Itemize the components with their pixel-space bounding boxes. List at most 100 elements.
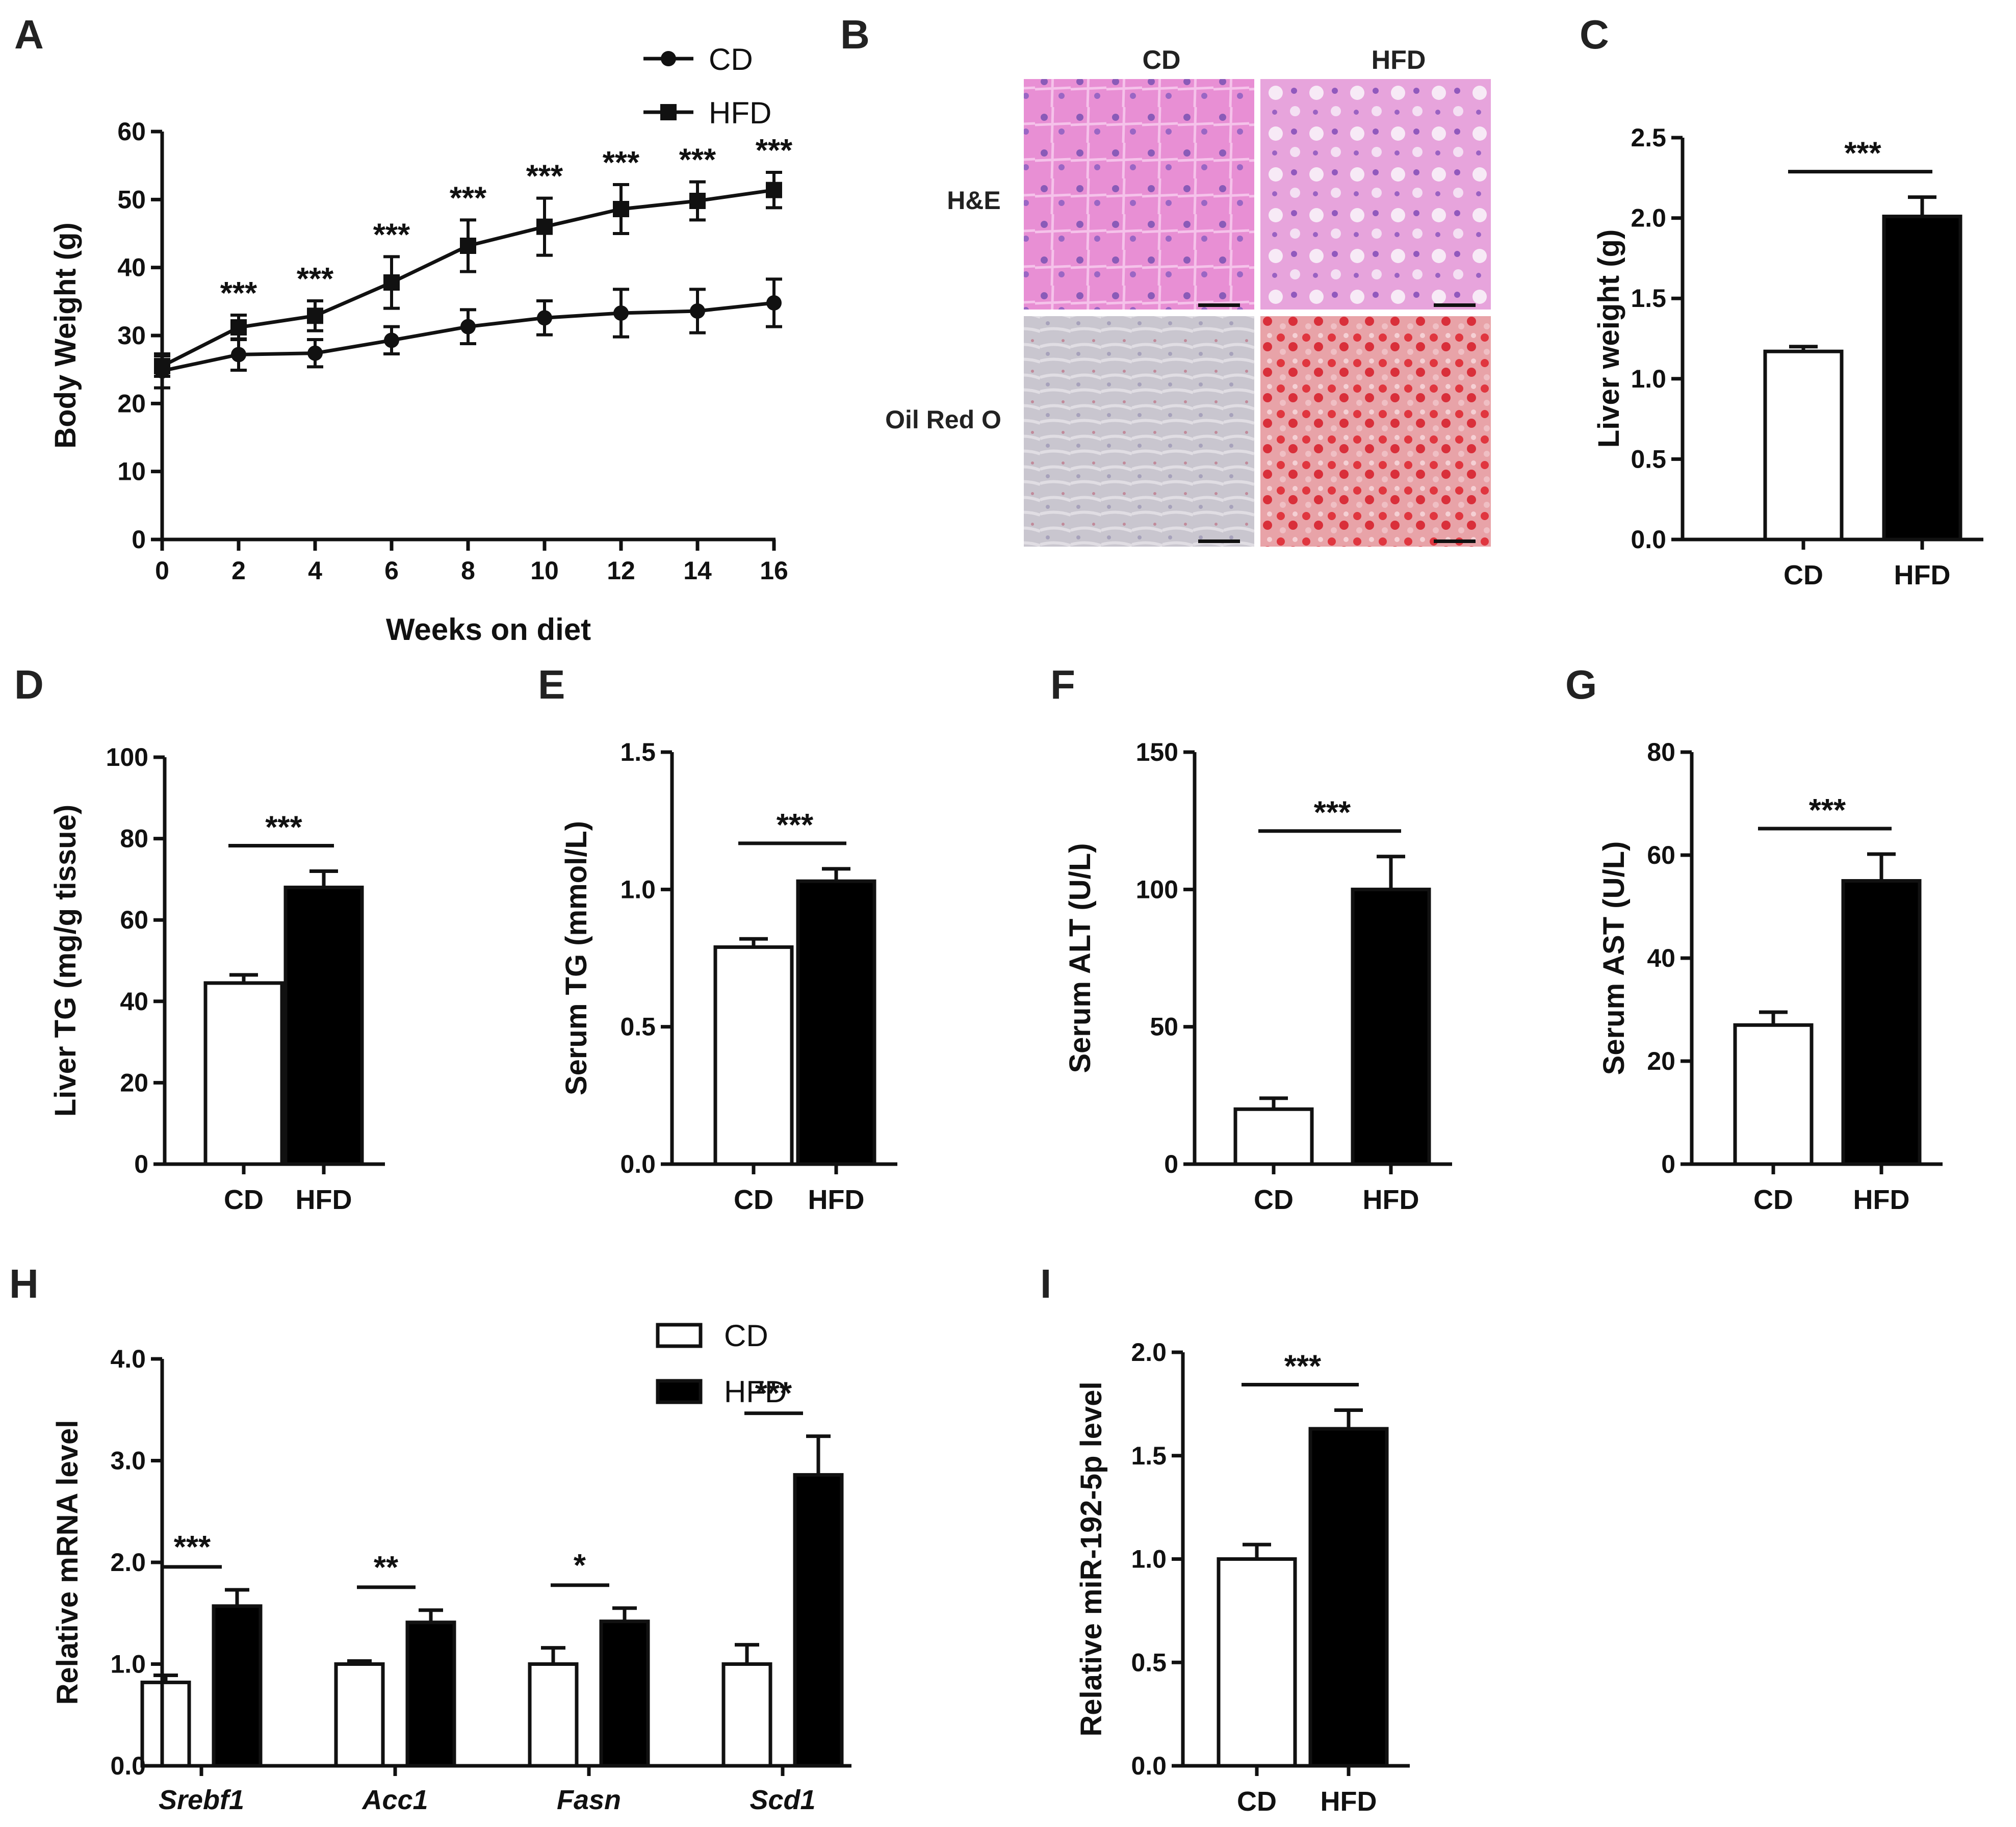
significance-label: *** [756, 133, 793, 168]
y-tick-label: 1.0 [1631, 365, 1666, 393]
significance-label: *** [373, 217, 410, 252]
significance-label: *** [450, 181, 487, 216]
panel-letter-b: B [840, 12, 870, 57]
y-tick-label: 2.0 [1631, 204, 1666, 233]
legend-label: CD [724, 1319, 768, 1353]
x-tick-label: CD [1753, 1185, 1793, 1215]
x-tick-label: 0 [155, 556, 169, 585]
y-tick-label: 20 [1647, 1047, 1675, 1075]
x-tick-label: Acc1 [361, 1785, 428, 1815]
y-tick-label: 40 [120, 987, 148, 1016]
y-axis-title: Body Weight (g) [49, 222, 82, 449]
histology-column-hfd: HFD [1372, 45, 1426, 75]
data-point [537, 310, 552, 326]
panel-c-chart: CD HFD *** [1681, 136, 1983, 590]
x-tick-label: CD [224, 1185, 264, 1215]
y-tick-label: 10 [117, 457, 146, 486]
y-tick-label: 1.5 [1131, 1442, 1167, 1470]
significance-label: *** [755, 1376, 792, 1411]
x-tick-label: Scd1 [749, 1785, 815, 1815]
x-tick-label: 8 [461, 556, 475, 585]
x-tick-label: 10 [530, 556, 559, 585]
histology-row-oil-red-o: Oil Red O [885, 405, 1001, 434]
scale-bar-oro-hfd [1434, 539, 1476, 543]
y-tick-label: 2.0 [1131, 1338, 1167, 1367]
y-tick-label: 0 [1164, 1150, 1178, 1178]
x-tick-label: 12 [607, 556, 635, 585]
x-tick-label: 2 [231, 556, 246, 585]
panel-d-chart: CD HFD *** [163, 810, 385, 1215]
y-tick-label: 0.5 [1631, 445, 1666, 473]
x-tick-label: CD [1254, 1185, 1294, 1215]
x-tick-label: Fasn [557, 1785, 621, 1815]
bar-cd [203, 981, 284, 1166]
significance-label: *** [777, 808, 814, 843]
y-tick-label: 30 [117, 321, 146, 350]
bar-hfd [283, 885, 364, 1166]
panel-letter-a: A [14, 12, 44, 57]
y-tick-label: 1.5 [620, 738, 656, 766]
y-tick-label: 20 [120, 1068, 148, 1097]
bar-cd [334, 1662, 385, 1768]
y-tick-label: 1.0 [110, 1650, 146, 1679]
panel-letter-g: G [1565, 662, 1597, 707]
bar-hfd [1841, 879, 1922, 1166]
significance-label: *** [220, 276, 257, 311]
significance-label: *** [526, 159, 563, 194]
panel-a-y-axis: 0 10 20 30 40 50 60 Body Weight (g) [49, 117, 164, 554]
y-tick-label: 0 [134, 1150, 148, 1178]
data-point [460, 319, 476, 334]
panel-h-chart: Srebf1 *** Acc1 ** Fasn * Scd1 *** CD HFD [140, 1319, 851, 1815]
bar-cd [140, 1680, 191, 1768]
data-point [766, 295, 782, 311]
bar-hfd [793, 1473, 844, 1768]
y-tick-label: 0 [1661, 1150, 1675, 1178]
legend-label: CD [709, 42, 753, 76]
x-tick-label: CD [1784, 560, 1823, 590]
data-point [307, 307, 323, 324]
data-point [230, 319, 247, 336]
panel-letter-c: C [1580, 12, 1609, 57]
y-tick-label: 1.5 [1631, 284, 1666, 313]
panel-i-chart: CD HFD *** [1181, 1349, 1410, 1817]
y-tick-label: 100 [106, 743, 148, 771]
panel-f-y-axis: 0 50 100 150 Serum ALT (U/L) [1064, 738, 1197, 1178]
panel-g-y-axis: 0 20 40 60 80 Serum AST (U/L) [1597, 738, 1694, 1178]
data-point [613, 201, 629, 217]
y-axis-title: Relative mRNA level [51, 1420, 84, 1705]
x-tick-label: HFD [1894, 560, 1951, 590]
y-tick-label: 0.0 [620, 1150, 656, 1178]
significance-label: ** [374, 1550, 399, 1585]
y-axis-title: Serum TG (mmol/L) [560, 821, 593, 1095]
oil-red-o-cd-image [1024, 316, 1254, 547]
panel-e-chart: CD HFD *** [670, 808, 897, 1215]
y-axis-title: Liver TG (mg/g tissue) [49, 805, 82, 1117]
x-tick-label: CD [734, 1185, 773, 1215]
y-tick-label: 60 [120, 906, 148, 934]
x-tick-label: CD [1237, 1786, 1277, 1817]
y-axis-title: Serum ALT (U/L) [1064, 843, 1097, 1073]
panel-letter-i: I [1040, 1261, 1051, 1306]
y-tick-label: 1.0 [1131, 1545, 1167, 1574]
panel-c-y-axis: 0.0 0.5 1.0 1.5 2.0 2.5 Liver weight (g) [1592, 123, 1685, 554]
data-point [460, 238, 476, 254]
y-tick-label: 80 [120, 825, 148, 853]
histology-column-cd: CD [1142, 45, 1180, 75]
x-tick-label: 6 [384, 556, 399, 585]
bar-cd [721, 1662, 772, 1768]
panel-e-y-axis: 0.0 0.5 1.0 1.5 Serum TG (mmol/L) [560, 738, 674, 1178]
panel-d-y-axis: 0 20 40 60 80 100 Liver TG (mg/g tissue) [49, 743, 167, 1178]
y-tick-label: 100 [1136, 875, 1178, 904]
oil-red-o-hfd-image [1260, 316, 1491, 547]
panel-a-legend: CD HFD [643, 42, 771, 130]
bar-cd [528, 1662, 579, 1768]
legend-marker [660, 104, 677, 120]
panel-letter-f: F [1050, 662, 1075, 707]
x-tick-label: HFD [1853, 1185, 1910, 1215]
data-point [613, 305, 629, 321]
significance-label: *** [603, 145, 640, 181]
panel-i-y-axis: 0.0 0.5 1.0 1.5 2.0 Relative miR-192-5p level [1075, 1338, 1185, 1780]
data-point [231, 347, 246, 363]
y-tick-label: 0 [132, 525, 146, 554]
